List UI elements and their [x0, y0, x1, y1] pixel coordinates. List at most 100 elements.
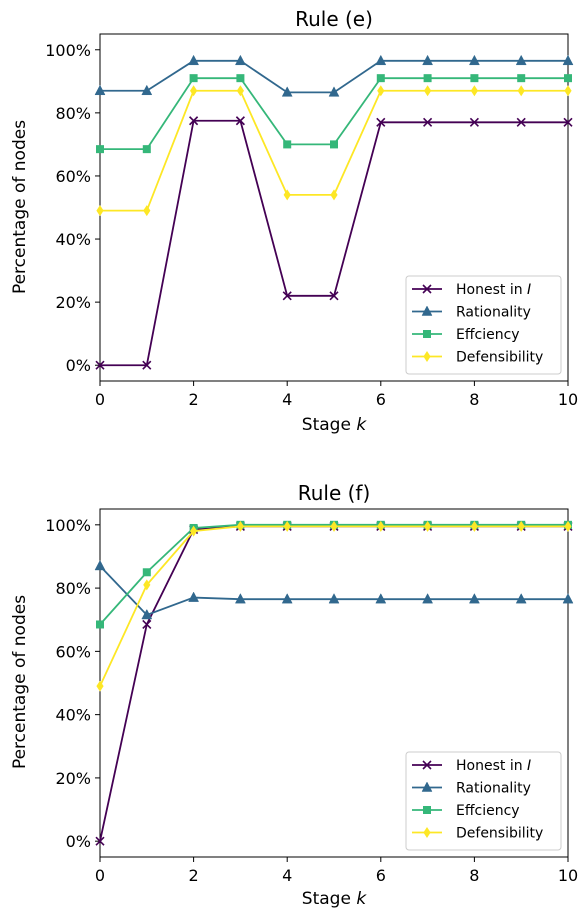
data-point	[281, 593, 293, 604]
data-point	[562, 593, 574, 604]
y-tick-label: 80%	[55, 104, 91, 123]
data-point	[377, 520, 385, 532]
series-effciency	[96, 74, 572, 154]
data-point	[376, 117, 386, 127]
series-rationality	[94, 559, 574, 620]
data-point	[422, 593, 434, 604]
legend-box	[405, 751, 562, 851]
y-tick-label: 40%	[55, 230, 91, 249]
legend: Honest in I Rationality Effciency Defensibi…	[405, 275, 562, 375]
data-point	[422, 54, 434, 66]
data-point	[330, 520, 338, 532]
data-point	[423, 117, 433, 127]
legend-marker	[423, 827, 431, 838]
data-point	[329, 291, 339, 301]
data-point	[517, 74, 526, 83]
series-rationality	[94, 54, 574, 97]
data-point	[282, 291, 292, 301]
y-tick-label: 80%	[55, 579, 91, 598]
data-point	[236, 85, 244, 97]
data-point	[141, 84, 153, 96]
chart-title: Rule (e)	[295, 7, 373, 31]
data-point	[330, 140, 338, 149]
data-point	[563, 117, 573, 127]
data-point	[234, 593, 246, 604]
data-point	[376, 74, 385, 83]
legend-marker	[422, 760, 432, 770]
data-point	[424, 520, 432, 532]
y-tick-label: 0%	[66, 832, 91, 851]
data-point	[142, 619, 152, 630]
data-point	[281, 86, 293, 97]
x-tick-label: 0	[95, 390, 105, 409]
data-point	[96, 680, 104, 692]
data-point	[143, 205, 151, 217]
x-tick-label: 10	[558, 390, 578, 409]
data-point	[469, 117, 479, 127]
legend-label: Defensibility	[456, 350, 543, 366]
data-point	[516, 117, 526, 127]
legend-marker	[423, 806, 431, 814]
data-point	[142, 568, 151, 577]
data-point	[283, 189, 291, 201]
legend-label: Honest in I	[456, 282, 531, 298]
y-tick-label: 40%	[55, 706, 91, 725]
y-tick-label: 20%	[55, 293, 91, 312]
data-point	[96, 205, 104, 217]
data-point	[515, 54, 527, 66]
data-point	[189, 116, 199, 126]
data-point	[377, 85, 385, 97]
data-point	[564, 74, 572, 83]
legend-label: Honest in I	[456, 758, 531, 774]
data-point	[564, 520, 572, 532]
data-point	[189, 74, 198, 83]
y-axis-label: Percentage of nodes	[10, 595, 30, 769]
chart-title: Rule (f)	[298, 481, 371, 505]
legend-label: Effciency	[456, 327, 520, 343]
x-tick-label: 8	[469, 390, 479, 409]
data-point	[564, 85, 572, 97]
data-point	[283, 520, 291, 532]
x-axis-label: Stage k	[302, 415, 368, 435]
y-axis-label: Percentage of nodes	[10, 120, 30, 294]
x-tick-label: 6	[376, 866, 386, 885]
data-point	[96, 145, 104, 154]
data-point	[375, 54, 387, 66]
data-point	[515, 593, 527, 604]
legend-label: Rationality	[456, 781, 531, 797]
data-point	[328, 593, 340, 604]
x-tick-label: 8	[469, 866, 479, 885]
data-point	[470, 85, 478, 97]
data-point	[330, 189, 338, 201]
x-tick-label: 2	[189, 390, 199, 409]
data-point	[468, 593, 480, 604]
data-point	[423, 74, 432, 83]
data-point	[95, 360, 105, 370]
x-axis-label: Stage k	[302, 889, 368, 909]
y-tick-label: 100%	[45, 516, 91, 535]
data-point	[470, 520, 478, 532]
series-defensibility	[96, 520, 572, 692]
data-point	[236, 74, 245, 83]
y-tick-label: 100%	[45, 41, 91, 60]
chart-rule-f: Rule (f) Percentage of nodes Stage k 0 2 4…	[10, 481, 578, 909]
data-point	[517, 520, 525, 532]
data-point	[190, 525, 198, 537]
legend-box	[405, 275, 562, 375]
data-point	[142, 145, 151, 154]
series-line	[99, 565, 568, 617]
data-point	[468, 54, 480, 66]
data-point	[142, 360, 152, 370]
data-point	[517, 85, 525, 97]
y-tick-label: 60%	[55, 167, 91, 186]
data-point	[95, 836, 105, 846]
legend-label: Effciency	[456, 803, 520, 819]
x-tick-label: 10	[558, 866, 578, 885]
chart-rule-e: Rule (e) Percentage of nodes Stage k 0 2 4…	[10, 7, 578, 435]
series-honest-in-i	[95, 116, 573, 370]
data-point	[190, 85, 198, 97]
legend-marker	[421, 781, 433, 792]
series-defensibility	[96, 85, 572, 217]
x-tick-label: 4	[282, 866, 292, 885]
series-line	[99, 523, 568, 626]
